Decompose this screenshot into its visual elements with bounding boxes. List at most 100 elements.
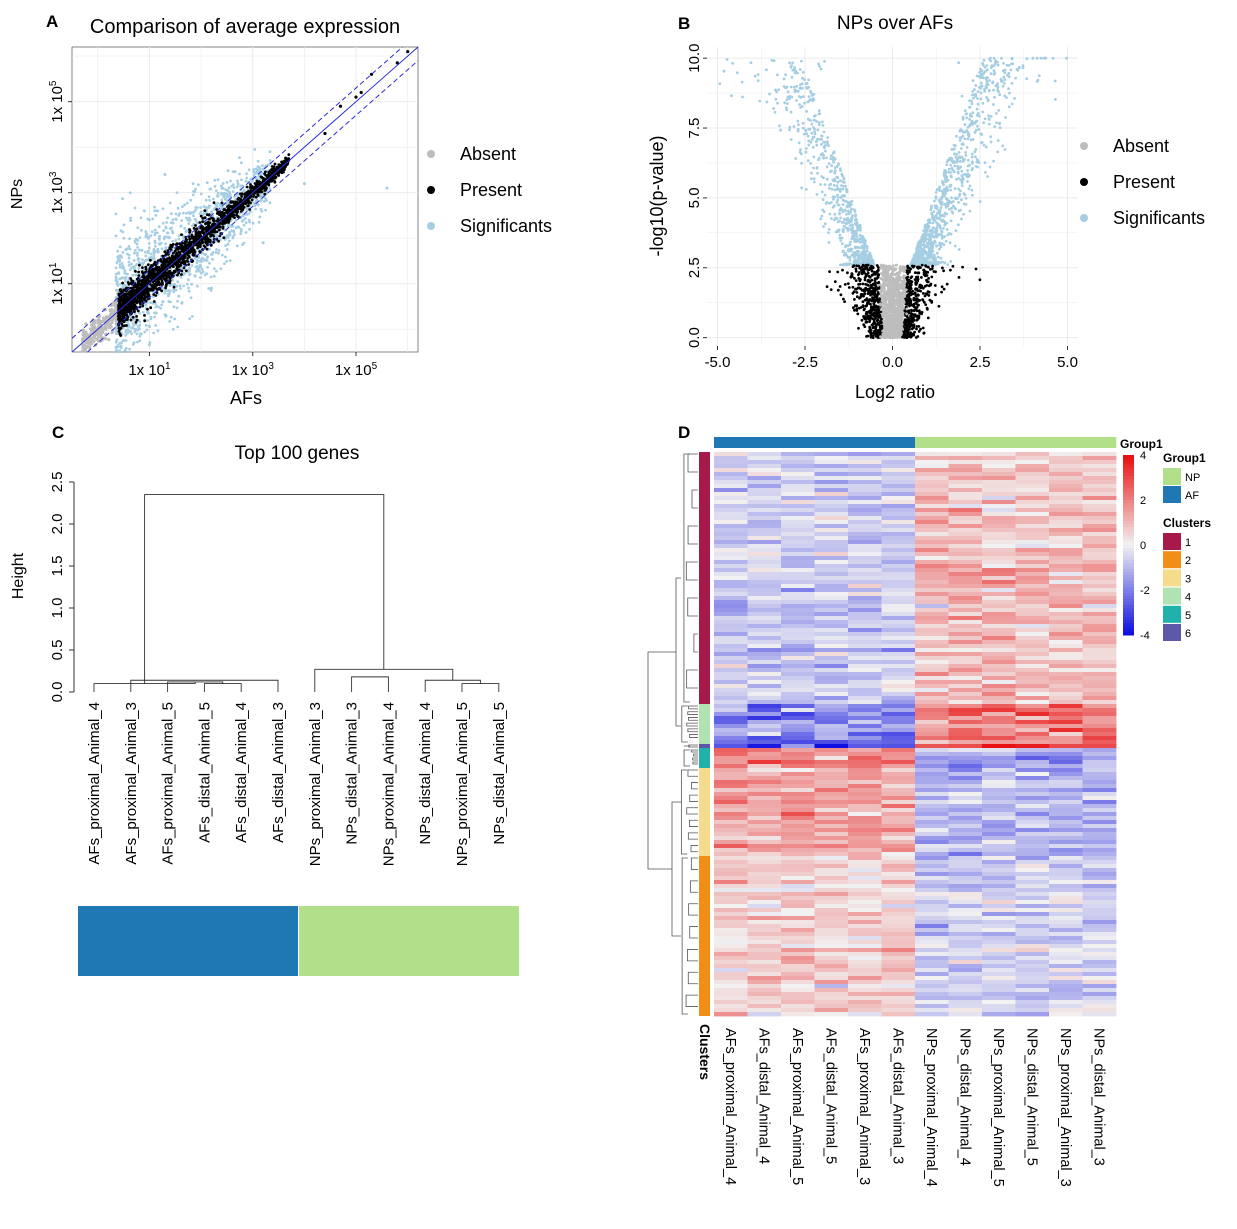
volcano-point <box>988 165 992 169</box>
scatter-point <box>128 247 132 251</box>
scatter-point <box>238 172 242 176</box>
scatter-point <box>181 247 185 251</box>
scatter-point <box>122 338 125 342</box>
scatter-point <box>133 241 137 244</box>
scatter-point <box>252 170 256 174</box>
volcano-point <box>825 165 829 169</box>
volcano-point <box>983 161 987 165</box>
volcano-point <box>793 66 796 69</box>
volcano-point <box>783 101 787 105</box>
volcano-point <box>840 184 843 187</box>
scatter-point <box>253 148 257 151</box>
volcano-point <box>970 188 974 192</box>
scatter-point <box>123 289 127 292</box>
scatter-point <box>163 288 167 292</box>
scatter-point <box>107 326 111 330</box>
volcano-point <box>1007 105 1011 109</box>
scatter-point <box>178 246 182 250</box>
volcano-point <box>979 97 983 101</box>
volcano-point <box>960 181 964 185</box>
volcano-point <box>830 187 834 191</box>
scatter-point <box>159 306 163 310</box>
panel-a-legend: Absent Present Significants <box>427 144 552 236</box>
scatter-point <box>127 256 131 260</box>
volcano-point <box>853 210 857 213</box>
scatter-point <box>97 331 102 335</box>
volcano-point <box>1008 91 1011 95</box>
panel-letter-c: C <box>52 423 64 442</box>
volcano-point <box>1003 94 1007 98</box>
scatter-point <box>148 325 152 329</box>
volcano-point <box>957 151 961 154</box>
scatter-point <box>260 171 263 175</box>
volcano-point <box>996 150 1000 154</box>
volcano-point <box>800 105 804 108</box>
scatter-point <box>160 263 164 267</box>
scatter-point <box>215 205 219 209</box>
volcano-point <box>934 244 938 248</box>
scatter-point <box>221 211 225 214</box>
scatter-point <box>226 169 230 173</box>
scatter-point <box>179 224 183 228</box>
volcano-point <box>854 215 857 218</box>
volcano-point <box>937 260 941 264</box>
scatter-point <box>258 190 262 194</box>
scatter-point <box>180 273 183 276</box>
volcano-point <box>832 151 836 154</box>
scatter-point <box>209 275 213 279</box>
scatter-point <box>140 248 144 252</box>
scatter-point <box>248 190 252 194</box>
volcano-point <box>803 101 806 105</box>
scatter-point <box>195 284 199 288</box>
scatter-point <box>207 224 210 228</box>
scatter-point <box>241 208 245 212</box>
volcano-point <box>789 85 793 89</box>
scatter-point <box>143 314 146 317</box>
scatter-point <box>97 315 101 319</box>
volcano-point <box>970 102 974 106</box>
scatter-point <box>261 241 265 245</box>
scatter-point <box>114 326 118 330</box>
volcano-point <box>1003 78 1007 81</box>
volcano-point <box>801 121 805 125</box>
volcano-point <box>817 109 821 113</box>
volcano-point <box>850 216 854 220</box>
volcano-point <box>1013 97 1016 100</box>
scatter-point <box>121 281 124 285</box>
volcano-point <box>982 71 986 75</box>
volcano-point <box>968 118 971 121</box>
volcano-point <box>832 160 835 164</box>
volcano-point <box>935 228 938 232</box>
scatter-point <box>165 221 169 224</box>
volcano-point <box>936 224 940 227</box>
volcano-point <box>776 73 779 77</box>
volcano-point <box>935 188 939 192</box>
scatter-point <box>138 263 141 267</box>
volcano-point <box>805 86 808 89</box>
scatter-point <box>134 320 138 324</box>
volcano-point <box>996 60 999 64</box>
volcano-point <box>931 221 935 225</box>
scatter-point <box>208 217 211 221</box>
scatter-point <box>212 207 216 211</box>
scatter-point <box>139 332 142 336</box>
scatter-point <box>241 214 245 218</box>
volcano-point <box>839 216 842 220</box>
scatter-point <box>210 230 214 234</box>
scatter-point <box>149 234 153 238</box>
volcano-point <box>856 239 860 243</box>
volcano-point <box>809 119 813 122</box>
panel-a-scatter: Comparison of average expression 1x 101 1… <box>9 16 552 408</box>
volcano-point <box>967 173 971 177</box>
volcano-point <box>943 223 947 227</box>
scatter-point <box>235 213 239 217</box>
scatter-point <box>124 276 128 279</box>
scatter-point <box>138 302 142 306</box>
scatter-point <box>115 261 119 265</box>
volcano-point <box>958 156 962 160</box>
scatter-point <box>160 247 164 251</box>
scatter-point <box>127 260 131 264</box>
volcano-point <box>829 170 832 174</box>
volcano-point <box>931 256 934 259</box>
